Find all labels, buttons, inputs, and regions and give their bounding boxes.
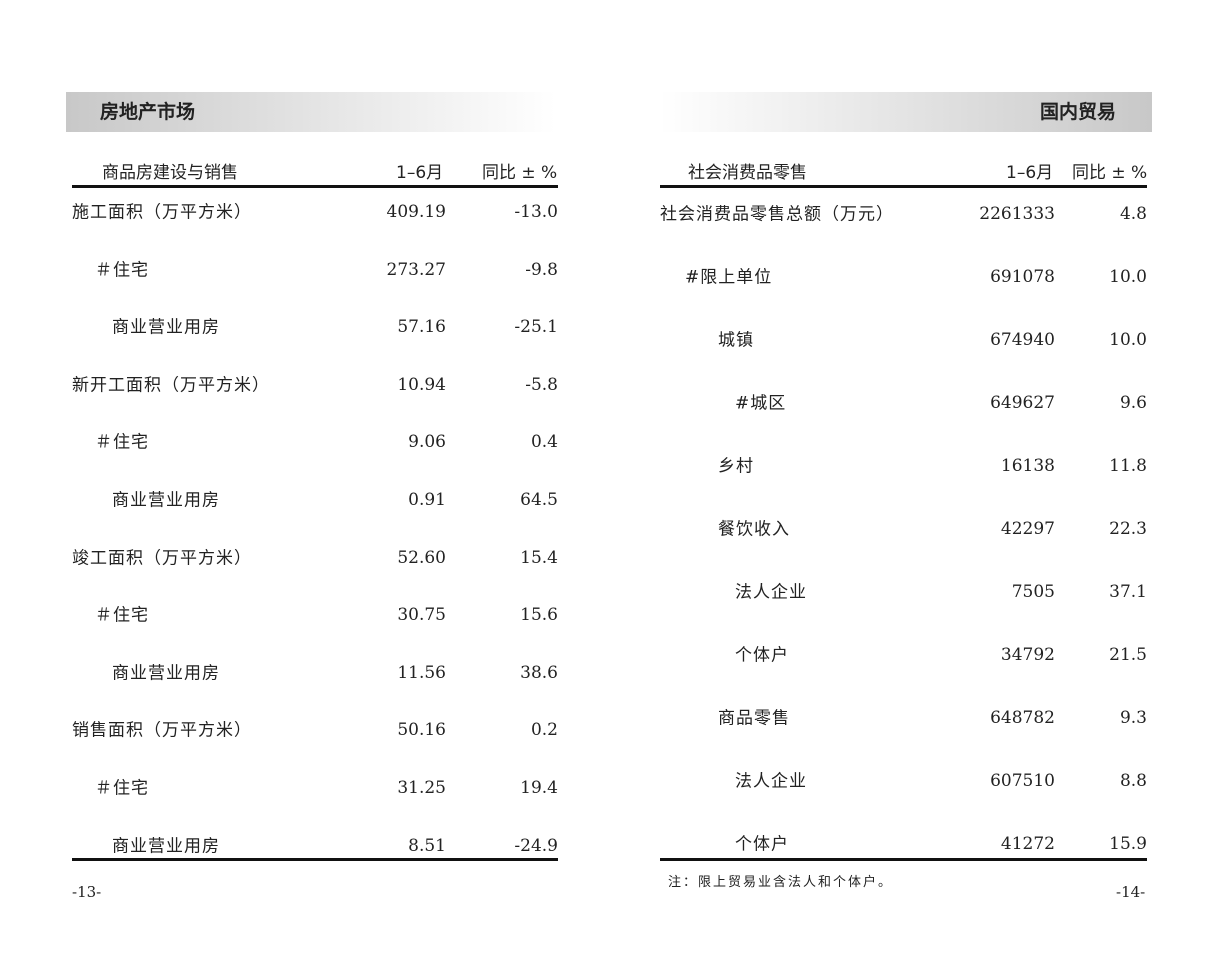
row-yoy: 10.0 xyxy=(1109,267,1147,287)
row-label: 法人企业 xyxy=(735,582,807,603)
row-label: 城镇 xyxy=(718,330,754,351)
row-value: 8.51 xyxy=(408,835,446,856)
row-value: 273.27 xyxy=(386,259,446,280)
row-value: 50.16 xyxy=(397,720,446,741)
row-label: ＃住宅 xyxy=(95,432,149,453)
column-header-yoy: 同比 ± % xyxy=(482,163,558,183)
row-value: 30.75 xyxy=(397,605,446,626)
row-yoy: -5.8 xyxy=(525,374,558,395)
row-label: 商品零售 xyxy=(718,708,790,729)
row-label: 商业营业用房 xyxy=(112,317,220,338)
page-number: -13- xyxy=(72,883,102,901)
column-header-period: 1–6月 xyxy=(1006,163,1054,183)
row-value: 11.56 xyxy=(397,662,446,683)
footnote: 注：限上贸易业含法人和个体户。 xyxy=(668,875,894,890)
row-yoy: 37.1 xyxy=(1109,582,1147,602)
row-value: 2261333 xyxy=(979,204,1055,224)
row-yoy: 11.8 xyxy=(1109,456,1147,476)
row-label: 个体户 xyxy=(735,834,789,855)
row-yoy: 19.4 xyxy=(520,778,558,798)
row-value: 16138 xyxy=(1000,456,1055,476)
row-yoy: 9.6 xyxy=(1119,393,1147,413)
row-label: 销售面积（万平方米） xyxy=(72,720,252,741)
row-yoy: 38.6 xyxy=(520,662,558,683)
section-title: 国内贸易 xyxy=(1039,101,1116,123)
row-value: 34792 xyxy=(1000,645,1055,665)
row-label: 餐饮收入 xyxy=(718,519,790,540)
table-top-rule xyxy=(660,185,1147,188)
row-value: 57.16 xyxy=(397,317,446,338)
table-top-rule xyxy=(72,185,558,188)
row-yoy: 15.4 xyxy=(520,547,558,568)
row-value: 607510 xyxy=(990,771,1055,791)
column-header-period: 1–6月 xyxy=(396,163,444,183)
row-value: 691078 xyxy=(990,267,1055,287)
row-value: 10.94 xyxy=(397,374,446,395)
row-label: 新开工面积（万平方米） xyxy=(72,375,270,396)
row-label: 法人企业 xyxy=(735,771,807,792)
row-value: 31.25 xyxy=(397,778,446,798)
row-yoy: 15.9 xyxy=(1109,834,1147,854)
row-label: ＃住宅 xyxy=(95,778,149,799)
section-header-domestic-trade: 国内贸易 xyxy=(660,92,1152,132)
row-label: 乡村 xyxy=(718,456,754,477)
row-label: 社会消费品零售总额（万元） xyxy=(660,204,894,225)
column-header-item: 商品房建设与销售 xyxy=(102,163,238,183)
row-yoy: -13.0 xyxy=(514,202,558,222)
row-yoy: -25.1 xyxy=(514,317,558,338)
row-label: 施工面积（万平方米） xyxy=(72,202,252,223)
row-yoy: 10.0 xyxy=(1109,330,1147,350)
row-value: 674940 xyxy=(990,330,1055,350)
row-value: 9.06 xyxy=(408,432,446,453)
section-header-real-estate: 房地产市场 xyxy=(66,92,556,132)
row-value: 649627 xyxy=(990,393,1055,413)
row-yoy: 8.8 xyxy=(1119,771,1147,791)
table-bottom-rule xyxy=(660,858,1147,861)
row-yoy: 4.8 xyxy=(1119,204,1147,224)
row-yoy: 0.4 xyxy=(530,432,558,453)
row-label: 商业营业用房 xyxy=(112,663,220,684)
row-label: #城区 xyxy=(735,393,787,414)
row-yoy: -9.8 xyxy=(525,259,558,280)
row-yoy: -24.9 xyxy=(514,835,558,856)
row-label: 商业营业用房 xyxy=(112,836,220,857)
row-label: 竣工面积（万平方米） xyxy=(72,548,252,569)
row-value: 409.19 xyxy=(386,202,446,222)
row-yoy: 15.6 xyxy=(520,605,558,626)
table-bottom-rule xyxy=(72,858,558,861)
row-yoy: 9.3 xyxy=(1119,708,1147,728)
row-yoy: 0.2 xyxy=(530,720,558,741)
row-value: 52.60 xyxy=(397,547,446,568)
row-value: 0.91 xyxy=(408,490,446,510)
row-value: 648782 xyxy=(990,708,1055,728)
row-yoy: 22.3 xyxy=(1109,519,1147,539)
row-label: ＃住宅 xyxy=(95,260,149,281)
row-yoy: 21.5 xyxy=(1109,645,1147,665)
row-yoy: 64.5 xyxy=(520,490,558,510)
row-label: 商业营业用房 xyxy=(112,490,220,511)
row-value: 7505 xyxy=(1011,582,1055,602)
page-number: -14- xyxy=(1116,883,1146,901)
row-label: #限上单位 xyxy=(685,267,773,288)
section-title: 房地产市场 xyxy=(100,101,196,123)
column-header-yoy: 同比 ± % xyxy=(1072,163,1148,183)
row-label: ＃住宅 xyxy=(95,605,149,626)
row-value: 42297 xyxy=(1000,519,1055,539)
column-header-item: 社会消费品零售 xyxy=(688,163,807,183)
row-label: 个体户 xyxy=(735,645,789,666)
row-value: 41272 xyxy=(1000,834,1055,854)
